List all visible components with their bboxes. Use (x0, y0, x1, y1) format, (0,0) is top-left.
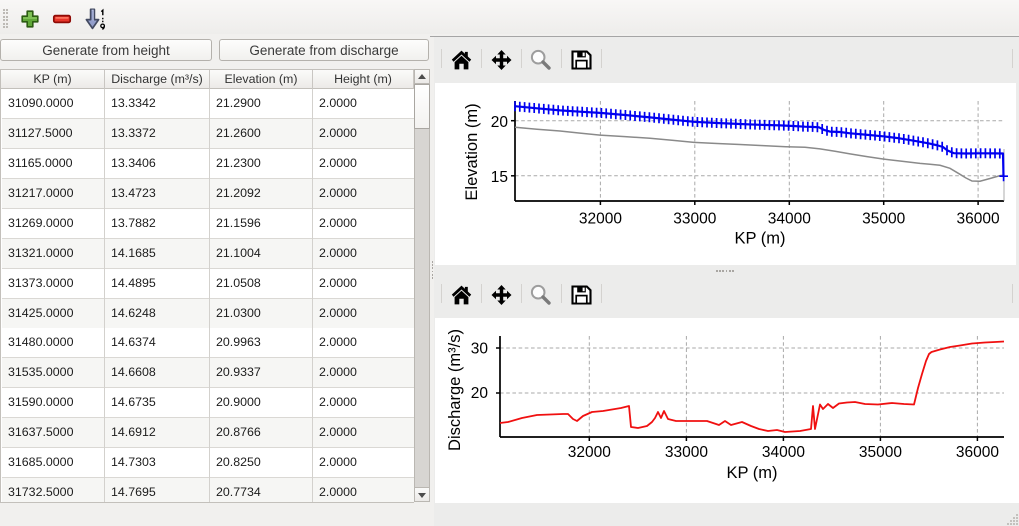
svg-text:35000: 35000 (859, 444, 902, 461)
svg-text:34000: 34000 (768, 211, 811, 228)
svg-text:20: 20 (491, 114, 509, 131)
svg-text:33000: 33000 (665, 444, 708, 461)
svg-text:30: 30 (471, 341, 489, 358)
svg-text:Discharge (m³/s): Discharge (m³/s) (446, 329, 464, 451)
svg-text:36000: 36000 (956, 444, 999, 461)
svg-text:20: 20 (471, 385, 489, 402)
svg-text:32000: 32000 (568, 444, 611, 461)
svg-text:33000: 33000 (673, 211, 716, 228)
svg-text:32000: 32000 (579, 211, 622, 228)
svg-text:35000: 35000 (862, 211, 905, 228)
svg-text:KP (m): KP (m) (734, 230, 785, 248)
svg-text:34000: 34000 (762, 444, 805, 461)
svg-text:36000: 36000 (957, 211, 1000, 228)
svg-text:Elevation (m): Elevation (m) (463, 103, 481, 200)
svg-text:15: 15 (491, 169, 508, 186)
svg-text:KP (m): KP (m) (726, 464, 777, 482)
